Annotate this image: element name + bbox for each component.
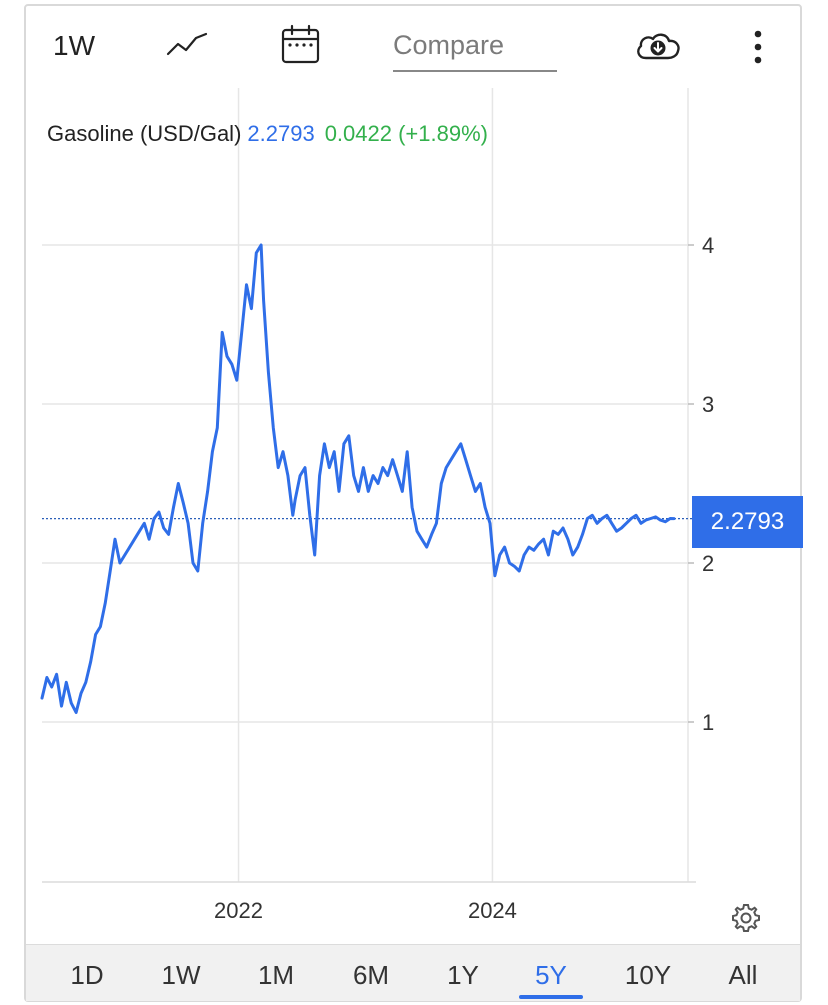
gear-icon[interactable] — [730, 902, 762, 939]
compare-input[interactable]: Compare — [393, 30, 557, 72]
range-selector-bar: 1D 1W 1M 6M 1Y 5Y 10Y All — [26, 944, 800, 1001]
calendar-icon[interactable] — [280, 24, 322, 71]
range-button-1y[interactable]: 1Y — [447, 960, 479, 990]
range-button-5y[interactable]: 5Y — [511, 945, 591, 1001]
y-tick-label: 2 — [702, 551, 714, 576]
range-button-all[interactable]: All — [728, 960, 758, 990]
legend-series-name: Gasoline (USD/Gal) — [47, 121, 242, 146]
y-tick-label: 3 — [702, 392, 714, 417]
more-vertical-icon[interactable] — [748, 28, 768, 73]
cloud-download-icon[interactable] — [634, 30, 682, 69]
last-price-tag: 2.2793 — [692, 496, 803, 548]
price-line-chart[interactable]: 2022 2024 1 2 3 4 — [0, 0, 828, 944]
y-tick-label: 1 — [702, 710, 714, 735]
x-tick-label: 2024 — [468, 898, 517, 923]
range-button-6m[interactable]: 6M — [352, 960, 390, 990]
compare-placeholder: Compare — [393, 30, 505, 60]
range-button-10y[interactable]: 10Y — [624, 960, 672, 990]
legend-value: 2.2793 — [247, 121, 315, 146]
range-button-1m[interactable]: 1M — [257, 960, 295, 990]
legend-change: 0.0422 (+1.89%) — [324, 121, 488, 146]
interval-selector[interactable]: 1W — [53, 30, 95, 61]
range-button-1w[interactable]: 1W — [161, 960, 201, 990]
series-line — [40, 243, 676, 714]
range-button-1d[interactable]: 1D — [70, 960, 104, 990]
y-tick-label: 4 — [702, 233, 714, 258]
line-chart-icon[interactable] — [166, 30, 210, 65]
chart-legend: Gasoline (USD/Gal) 2.2793 0.0422 (+1.89%) — [47, 121, 488, 147]
x-tick-label: 2022 — [214, 898, 263, 923]
